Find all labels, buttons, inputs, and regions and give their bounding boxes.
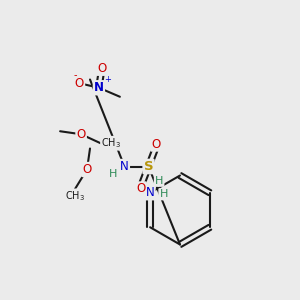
Text: S: S xyxy=(144,160,153,173)
Text: H: H xyxy=(155,176,163,186)
Text: N: N xyxy=(120,160,129,173)
Text: O: O xyxy=(76,128,86,141)
Text: O: O xyxy=(82,163,91,176)
Text: H: H xyxy=(109,169,117,179)
Text: CH$_3$: CH$_3$ xyxy=(100,136,121,150)
Text: H: H xyxy=(159,189,168,199)
Text: O: O xyxy=(97,62,106,75)
Text: -: - xyxy=(74,70,77,80)
Text: +: + xyxy=(104,75,111,84)
Text: O: O xyxy=(75,77,84,90)
Text: CH$_3$: CH$_3$ xyxy=(65,189,85,203)
Text: O: O xyxy=(152,137,160,151)
Text: N: N xyxy=(146,186,154,199)
Text: O: O xyxy=(136,182,146,196)
Text: N: N xyxy=(94,81,104,94)
